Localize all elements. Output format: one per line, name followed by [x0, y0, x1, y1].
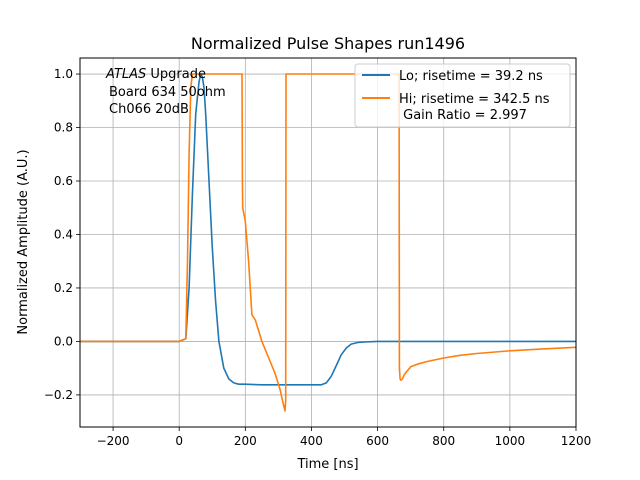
y-tick-label: 1.0	[54, 67, 73, 81]
x-tick-label: −200	[97, 434, 130, 448]
chart-title: Normalized Pulse Shapes run1496	[191, 34, 465, 53]
ticks: −200 0 200 400 600 800 1000 1200 −0.2 0.0 0.2 0.4 0.…	[44, 67, 591, 448]
series-line-lo	[80, 73, 576, 386]
y-tick-label: 0.0	[54, 334, 73, 348]
annotation-line-1: ATLAS Upgrade	[105, 67, 206, 82]
series-line-hi	[80, 73, 577, 412]
annotation-line-3: Ch066 20dB	[109, 102, 189, 117]
x-tick-label: 1000	[495, 434, 526, 448]
x-tick-label: 1200	[561, 434, 592, 448]
series-layer	[80, 73, 577, 412]
legend-label-hi: Hi; risetime = 342.5 ns	[399, 92, 550, 107]
x-tick-label: 800	[432, 434, 455, 448]
annotation-atlas: ATLAS	[105, 67, 146, 82]
atlas-annotation: ATLAS Upgrade Board 634 50ohm Ch066 20dB	[105, 67, 226, 117]
x-axis-label: Time [ns]	[296, 457, 358, 472]
plot-frame	[79, 57, 577, 428]
x-tick-label: 400	[300, 434, 323, 448]
y-tick-label: 0.2	[54, 281, 73, 295]
y-axis-label: Normalized Amplitude (A.U.)	[16, 149, 31, 334]
y-tick-label: −0.2	[44, 388, 73, 402]
annotation-line-2: Board 634 50ohm	[109, 85, 226, 100]
legend: Lo; risetime = 39.2 ns Hi; risetime = 34…	[354, 63, 571, 128]
x-tick-label: 600	[366, 434, 389, 448]
x-tick-label: 0	[175, 434, 183, 448]
legend-label-lo: Lo; risetime = 39.2 ns	[399, 69, 543, 84]
y-tick-label: 0.4	[54, 227, 73, 241]
y-tick-label: 0.8	[54, 121, 73, 135]
x-tick-label: 200	[234, 434, 257, 448]
annotation-upgrade: Upgrade	[146, 67, 206, 82]
legend-box	[354, 63, 571, 128]
y-tick-label: 0.6	[54, 174, 73, 188]
legend-gain-ratio: Gain Ratio = 2.997	[399, 108, 527, 123]
